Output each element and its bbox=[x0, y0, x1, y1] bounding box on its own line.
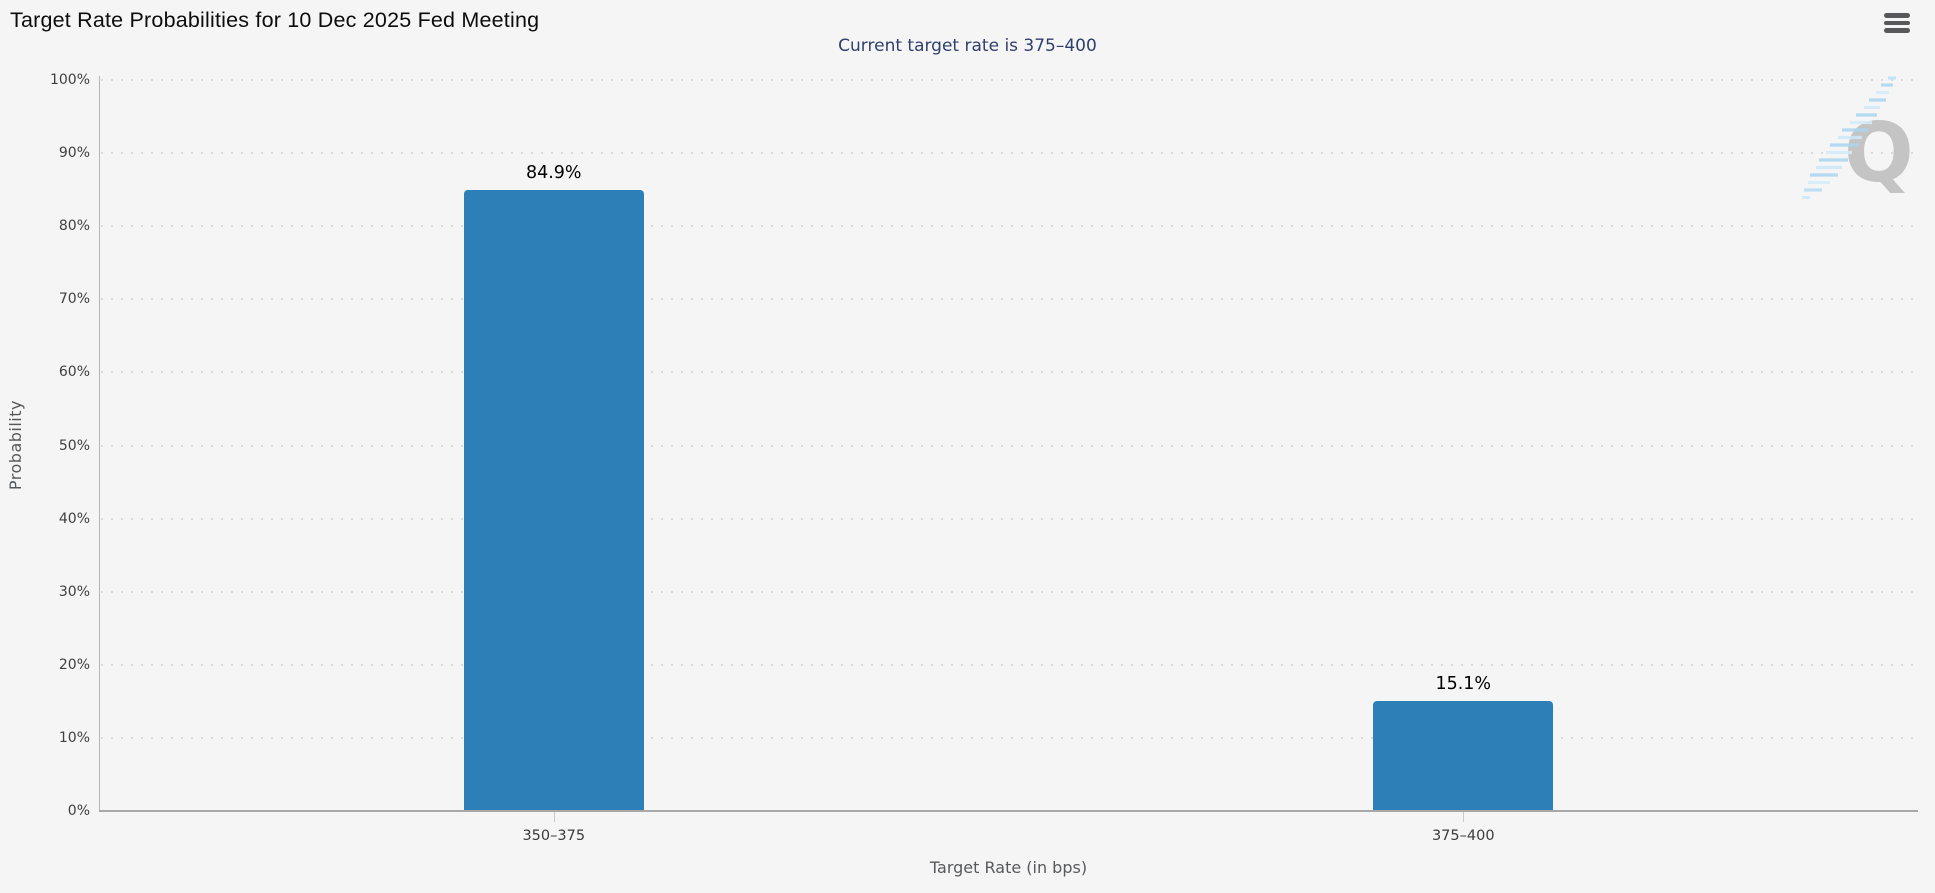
gridline bbox=[101, 152, 1918, 155]
y-tick-label: 40% bbox=[58, 510, 90, 527]
gridline bbox=[101, 444, 1918, 447]
x-tick-label: 375–400 bbox=[1431, 828, 1495, 844]
x-axis-tick bbox=[1463, 811, 1465, 822]
gridline bbox=[101, 225, 1918, 228]
x-axis-tick bbox=[553, 811, 555, 822]
hamburger-menu-icon bbox=[1884, 13, 1910, 18]
gridline bbox=[101, 736, 1918, 739]
gridline bbox=[101, 371, 1918, 374]
chart-subtitle: Current target rate is 375–400 bbox=[838, 36, 1097, 56]
y-tick-label: 60% bbox=[58, 364, 90, 381]
page-title: Target Rate Probabilities for 10 Dec 202… bbox=[10, 8, 540, 32]
y-tick-label: 50% bbox=[58, 437, 90, 454]
gridline bbox=[101, 79, 1918, 81]
chart-context-menu-button[interactable] bbox=[1880, 8, 1914, 38]
hamburger-menu-icon bbox=[1884, 20, 1910, 26]
hamburger-menu-icon bbox=[1884, 28, 1910, 33]
y-tick-label: 100% bbox=[49, 72, 90, 88]
probability-bar[interactable] bbox=[1373, 700, 1554, 811]
bar-value-label: 84.9% bbox=[525, 163, 582, 184]
y-tick-label: 0% bbox=[67, 803, 90, 819]
bar-value-label: 15.1% bbox=[1435, 673, 1492, 694]
gridline bbox=[101, 590, 1918, 593]
plot-area: 84.9% 350–375 15.1% 375–400 bbox=[99, 79, 1918, 844]
y-axis-line bbox=[99, 76, 100, 811]
y-tick-label: 20% bbox=[58, 656, 90, 673]
gridline bbox=[101, 663, 1918, 666]
x-axis-title: Target Rate (in bps) bbox=[929, 858, 1088, 877]
y-axis-tick-labels: 0% 10% 20% 30% 40% 50% 60% 70% 80% 90% 100% bbox=[0, 72, 90, 819]
y-tick-label: 10% bbox=[58, 729, 90, 746]
y-tick-label: 80% bbox=[58, 218, 90, 235]
gridline bbox=[101, 517, 1918, 520]
x-axis-line bbox=[99, 810, 1918, 812]
probability-bar[interactable] bbox=[463, 190, 644, 811]
y-tick-label: 70% bbox=[58, 291, 90, 308]
y-tick-label: 90% bbox=[58, 145, 90, 162]
x-tick-label: 350–375 bbox=[522, 828, 586, 844]
gridline bbox=[101, 298, 1918, 301]
y-tick-label: 30% bbox=[58, 583, 90, 600]
